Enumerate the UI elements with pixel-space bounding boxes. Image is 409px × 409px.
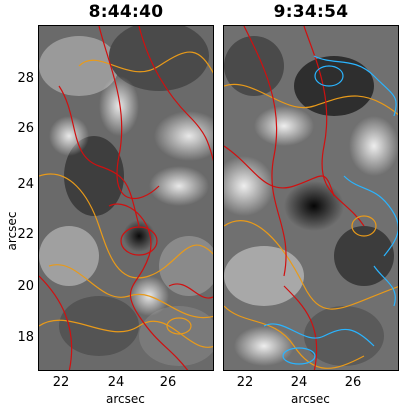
ytick-label: 24 [17,177,34,192]
x-axis-label-left: arcsec [106,392,145,406]
ytick-label: 26 [17,121,34,136]
panel-title-left: 8:44:40 [88,2,164,22]
xtick-label-left: 26 [159,375,177,390]
panel-title-right: 9:34:54 [273,2,349,22]
ytick-label: 28 [17,71,34,86]
ytick-label: 22 [17,227,34,242]
xtick-label-left: 22 [52,375,70,390]
image-panel-left [38,25,214,371]
image-panel-right [223,25,399,371]
solar-image-right [224,26,398,370]
ytick-label: 20 [17,279,34,294]
ytick-label: 18 [17,330,34,345]
xtick-label-right: 22 [236,375,254,390]
y-axis-label: arcsec [5,211,19,251]
xtick-label-left: 24 [107,375,125,390]
solar-image-left [39,26,213,370]
x-axis-label-right: arcsec [291,392,330,406]
xtick-label-right: 24 [290,375,308,390]
xtick-label-right: 26 [344,375,362,390]
